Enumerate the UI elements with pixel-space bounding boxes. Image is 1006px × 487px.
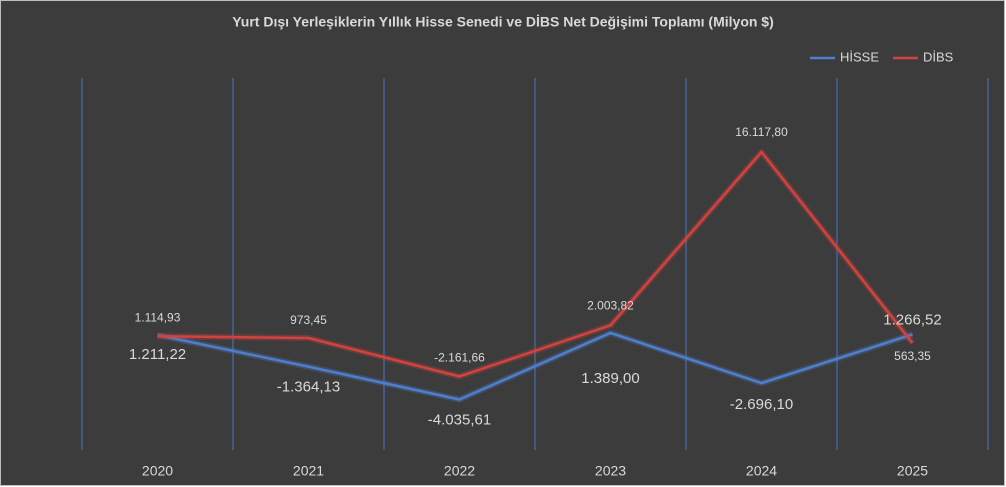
chart-title: Yurt Dışı Yerleşiklerin Yıllık Hisse Sen…: [232, 14, 774, 30]
data-label: 2.003,82: [587, 299, 634, 313]
data-label: 973,45: [290, 313, 327, 327]
data-label: 16.117,80: [735, 125, 788, 139]
legend-label: DİBS: [923, 49, 954, 64]
x-tick-label: 2025: [897, 463, 928, 479]
x-tick-label: 2021: [293, 463, 324, 479]
x-tick-label: 2024: [746, 463, 777, 479]
data-label: -2.696,10: [730, 396, 793, 413]
data-label: -4.035,61: [428, 411, 491, 428]
data-label: 563,35: [894, 349, 931, 363]
data-label: 1.114,93: [135, 310, 181, 324]
data-label: 1.266,52: [883, 311, 941, 328]
x-tick-label: 2020: [142, 463, 173, 479]
x-tick-label: 2022: [444, 463, 475, 479]
data-label: -2.161,66: [434, 351, 485, 365]
data-label: 1.389,00: [581, 370, 639, 387]
series-line: [157, 150, 914, 378]
data-label: 1.211,22: [129, 346, 186, 363]
x-tick-label: 2023: [595, 463, 626, 479]
series-line: [157, 331, 913, 401]
data-label: -1.364,13: [277, 379, 340, 396]
legend-label: HİSSE: [840, 49, 879, 64]
